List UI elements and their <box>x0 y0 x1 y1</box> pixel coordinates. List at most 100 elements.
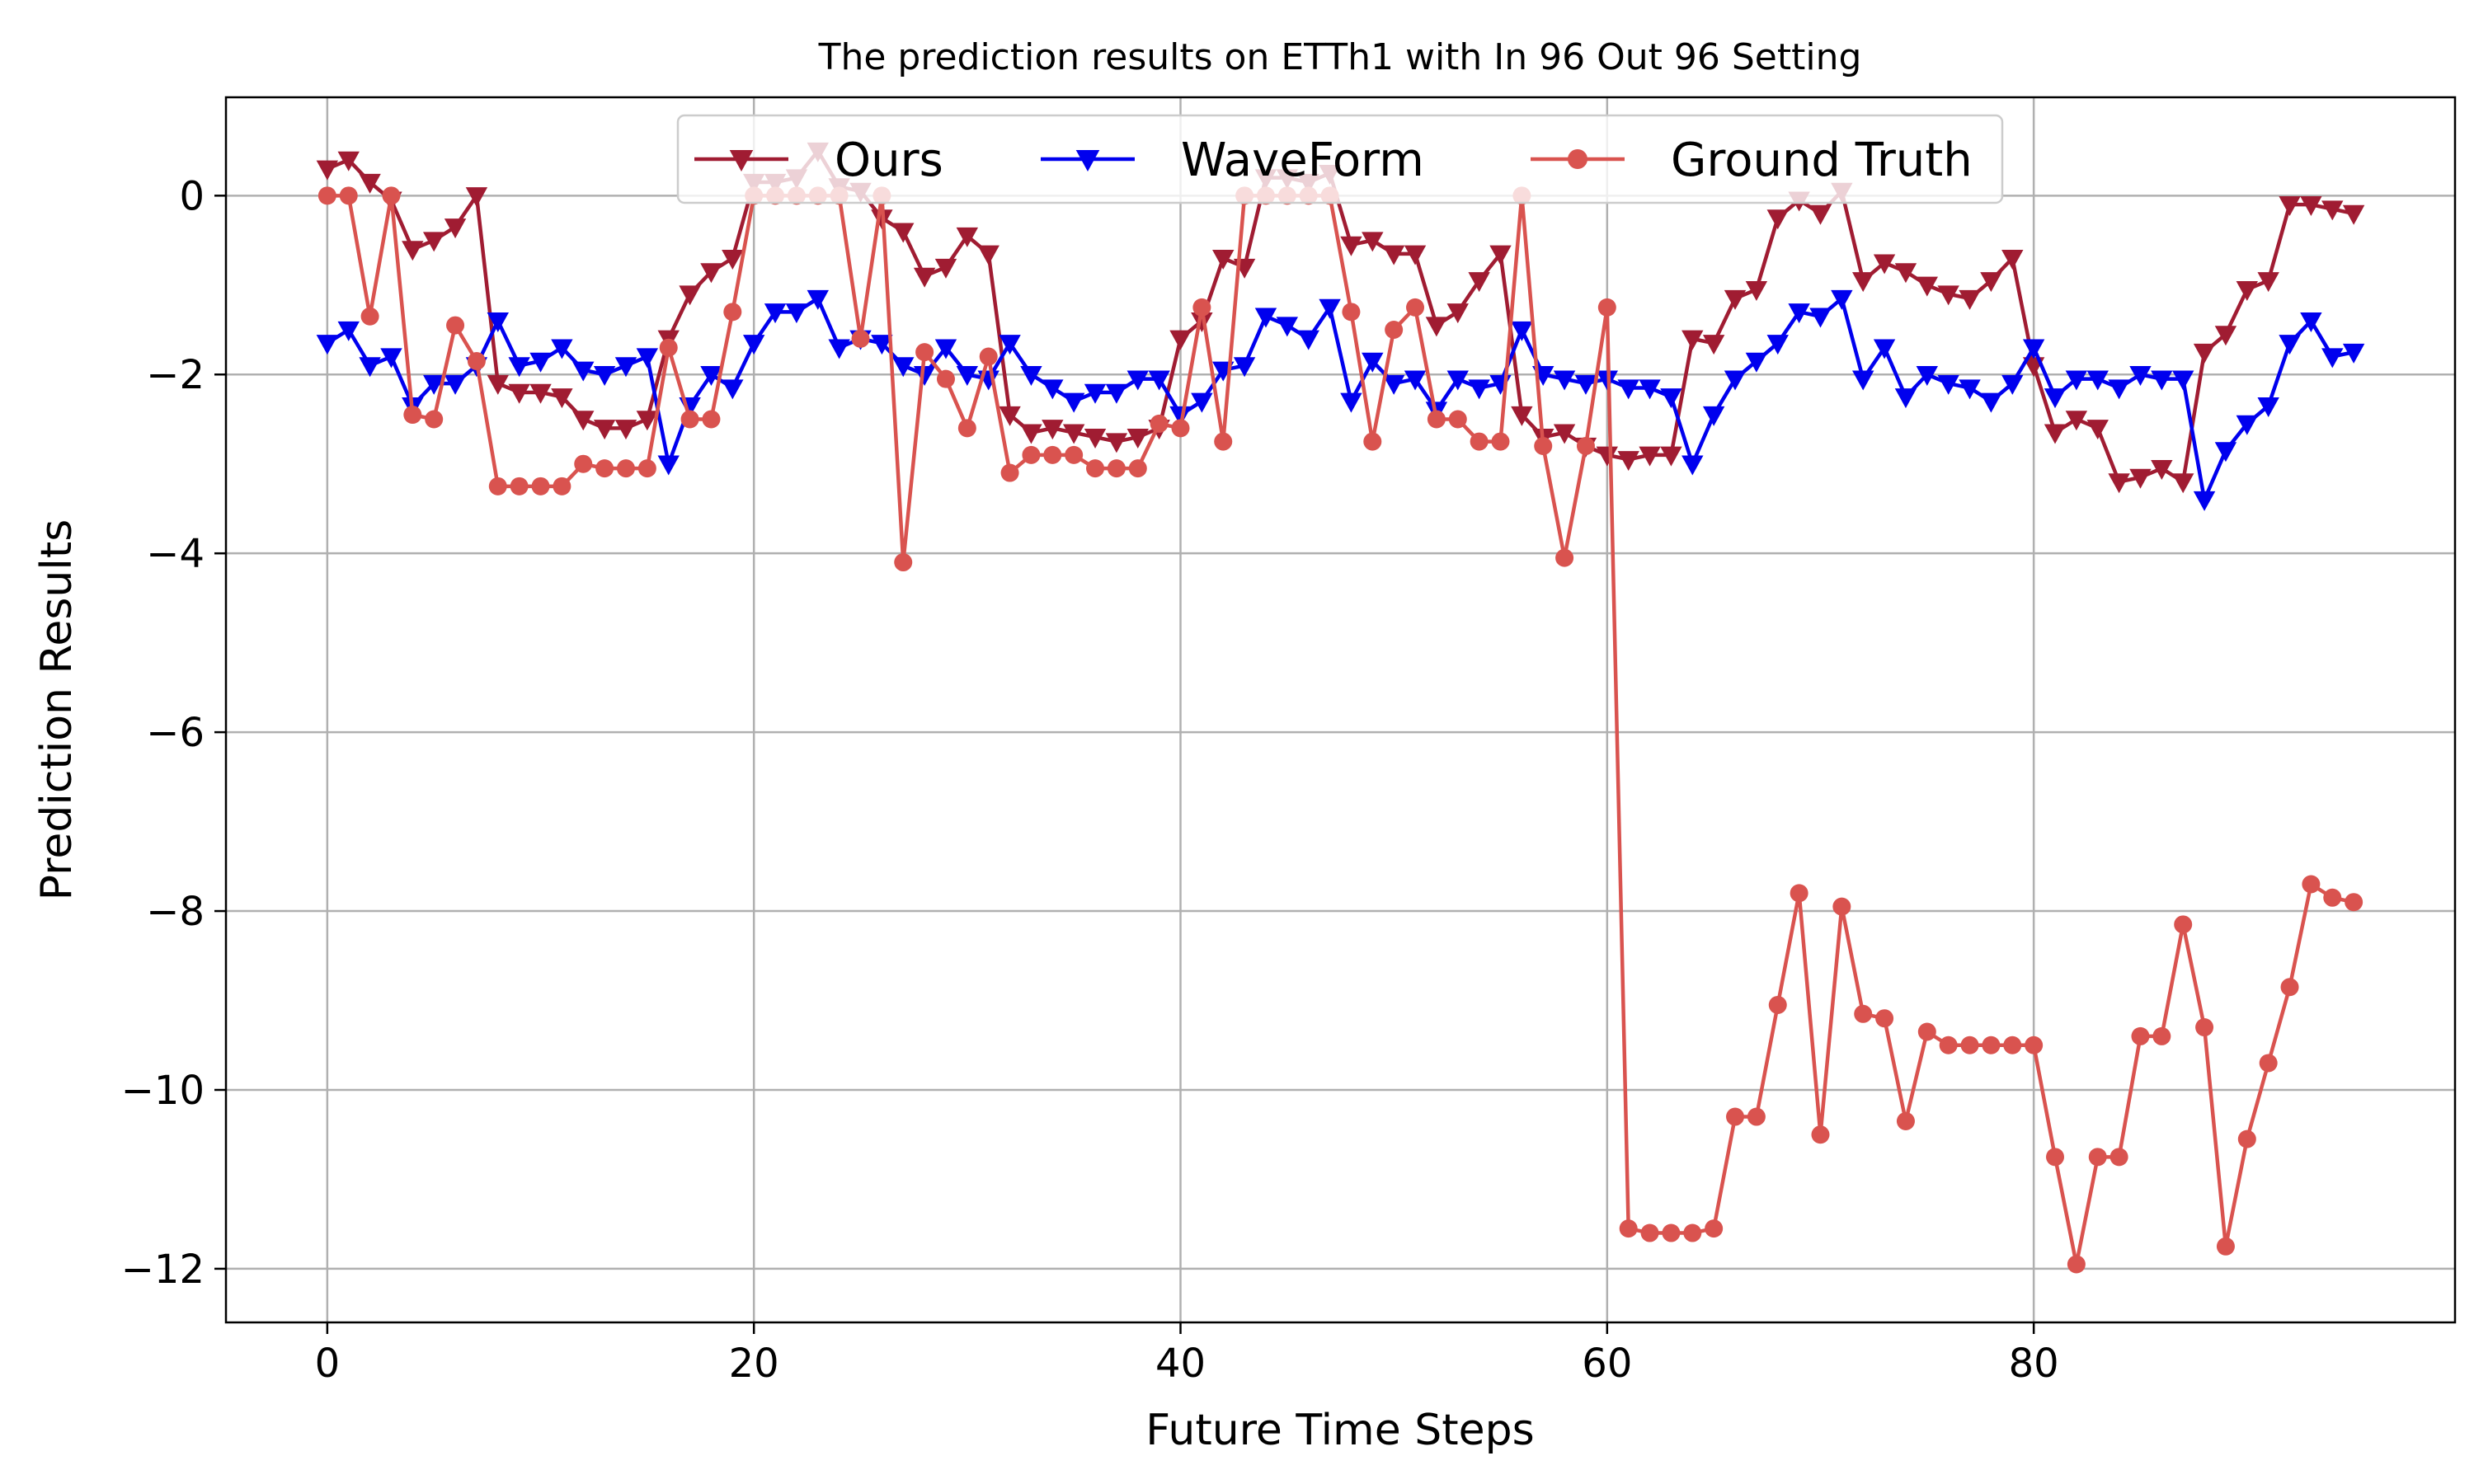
legend-swatch-marker <box>1568 149 1587 169</box>
data-point-waveform <box>657 455 680 476</box>
data-point-ground-truth <box>2025 1036 2044 1054</box>
data-point-ours <box>444 218 467 239</box>
data-point-waveform <box>1020 366 1042 387</box>
data-point-waveform <box>1254 308 1277 328</box>
data-point-ground-truth <box>1576 437 1595 456</box>
data-point-ours <box>1340 236 1362 256</box>
y-tick-label: −12 <box>121 1247 205 1293</box>
data-point-ours <box>1937 285 1959 306</box>
data-point-waveform <box>2279 335 2301 355</box>
data-point-ours <box>2108 473 2130 494</box>
data-point-ground-truth <box>659 338 678 357</box>
data-point-waveform <box>2151 370 2173 391</box>
data-point-ground-truth <box>915 343 934 362</box>
data-point-ground-truth <box>702 410 721 429</box>
data-point-ours <box>1468 272 1490 293</box>
legend-label: Ground Truth <box>1671 134 1973 187</box>
data-point-ground-truth <box>1470 432 1489 451</box>
data-point-ground-truth <box>2216 1237 2235 1256</box>
data-point-ours <box>1916 276 1939 297</box>
data-point-ours <box>2214 326 2237 346</box>
data-point-waveform <box>1788 303 1810 324</box>
data-point-ours <box>1446 303 1469 324</box>
data-point-waveform <box>380 348 402 369</box>
data-point-ground-truth <box>1619 1219 1638 1238</box>
data-point-ours <box>1425 317 1448 337</box>
data-point-ours <box>1382 245 1405 265</box>
data-point-waveform <box>2108 379 2130 400</box>
data-point-waveform <box>1319 298 1341 319</box>
data-point-ours <box>2129 468 2152 489</box>
data-point-ours <box>1745 281 1768 302</box>
data-point-waveform <box>2022 339 2045 359</box>
data-point-ground-truth <box>553 477 571 495</box>
data-point-ours <box>2044 424 2067 444</box>
data-point-waveform <box>700 366 722 387</box>
data-point-ours <box>636 411 659 431</box>
data-point-ground-truth <box>894 553 913 572</box>
data-point-ground-truth <box>723 303 742 322</box>
data-point-ours <box>2086 420 2109 440</box>
data-point-ground-truth <box>317 186 336 205</box>
data-point-waveform <box>337 321 360 341</box>
data-point-ground-truth <box>1192 298 1211 317</box>
data-point-ground-truth <box>936 369 955 388</box>
data-point-waveform <box>636 348 659 369</box>
data-point-waveform <box>1660 388 1682 409</box>
data-point-waveform <box>764 303 787 324</box>
data-point-ground-truth <box>616 459 635 478</box>
data-point-ours <box>2065 411 2088 431</box>
data-point-ground-truth <box>1790 884 1808 903</box>
data-point-ground-truth <box>2109 1148 2128 1167</box>
data-point-waveform <box>444 374 467 395</box>
data-point-ground-truth <box>1705 1219 1724 1238</box>
data-point-waveform <box>1724 370 1747 391</box>
data-point-ground-truth <box>2237 1129 2256 1148</box>
data-point-waveform <box>2236 415 2259 435</box>
data-point-waveform <box>2172 370 2194 391</box>
data-point-ours <box>1617 451 1639 472</box>
data-point-ground-truth <box>446 316 465 335</box>
data-point-ours <box>551 388 573 409</box>
data-point-ground-truth <box>2003 1036 2022 1054</box>
data-point-waveform <box>1702 406 1725 426</box>
data-point-ground-truth <box>360 307 379 326</box>
data-point-ours <box>1959 289 1981 310</box>
data-point-ground-truth <box>1555 548 1574 567</box>
data-point-ours <box>1489 245 1512 265</box>
chart-title: The prediction results on ETTh1 with In … <box>818 36 1862 78</box>
data-point-waveform <box>529 352 552 373</box>
data-point-ground-truth <box>1406 298 1425 317</box>
data-point-waveform <box>1382 374 1405 395</box>
data-point-waveform <box>1766 335 1789 355</box>
data-point-ground-truth <box>1939 1036 1958 1054</box>
data-point-waveform <box>2129 366 2152 387</box>
data-point-ours <box>1511 406 1533 426</box>
data-point-waveform <box>1852 370 1874 391</box>
data-point-ours <box>1660 446 1682 467</box>
data-point-ours <box>722 250 744 270</box>
data-point-waveform <box>1362 352 1384 373</box>
data-point-waveform <box>1042 379 1064 400</box>
data-point-ground-truth <box>979 347 998 366</box>
legend-entries: Ours WaveForm Ground Truth <box>694 134 1973 187</box>
data-point-ours <box>1404 245 1427 265</box>
data-point-waveform <box>572 361 595 382</box>
data-point-waveform <box>1062 392 1085 413</box>
data-point-waveform <box>1233 357 1256 378</box>
data-point-ours <box>1894 263 1917 284</box>
data-point-ground-truth <box>1960 1036 1979 1054</box>
series-layer <box>316 142 2365 1274</box>
plot-frame <box>224 96 2457 1324</box>
data-point-ground-truth <box>1427 410 1446 429</box>
data-point-waveform <box>1894 388 1917 409</box>
data-point-ours <box>1042 420 1064 440</box>
data-point-ours <box>1873 254 1896 275</box>
data-point-ours <box>892 223 915 243</box>
data-point-ground-truth <box>2152 1026 2171 1045</box>
data-point-ours <box>1362 232 1384 252</box>
data-point-waveform <box>1809 308 1832 328</box>
legend: Ours WaveForm Ground Truth <box>676 114 2004 204</box>
data-point-ground-truth <box>2259 1054 2278 1073</box>
data-point-waveform <box>316 335 339 355</box>
